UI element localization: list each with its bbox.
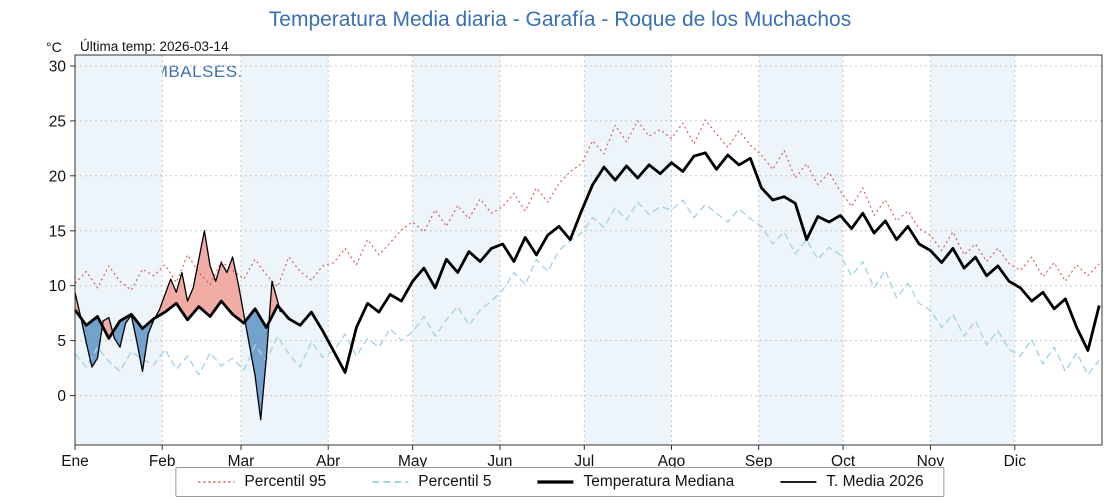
legend-line-percentil-5-icon	[372, 481, 409, 483]
y-axis-unit-label: °C	[46, 39, 62, 55]
y-tick-label: 0	[57, 388, 66, 405]
month-bands	[75, 55, 1015, 445]
y-tick-label: 15	[49, 223, 66, 240]
legend: Percentil 95 Percentil 5 Temperatura Med…	[175, 467, 945, 497]
legend-item-mediana: Temperatura Mediana	[535, 473, 734, 491]
x-tick-label: Jun	[487, 453, 512, 470]
legend-item-percentil-5: Percentil 5	[370, 473, 491, 491]
x-tick-label: Oct	[831, 453, 856, 470]
last-temp-annotation: Última temp: 2026-03-14	[80, 39, 229, 54]
legend-item-percentil-95: Percentil 95	[196, 473, 326, 491]
x-tick-label: Ago	[658, 453, 686, 470]
x-tick-label: Sep	[745, 453, 773, 470]
series-p95-line	[74, 119, 1100, 291]
y-tick-label: 30	[49, 59, 67, 76]
series-t2026-line	[74, 230, 282, 421]
legend-label-percentil-95: Percentil 95	[244, 473, 327, 490]
legend-item-t-media-2026: T. Media 2026	[778, 473, 924, 491]
x-tick-label: Dic	[1004, 453, 1027, 470]
x-tick-label: Abr	[316, 453, 340, 470]
y-tick-label: 5	[57, 333, 66, 350]
y-tick-label: 20	[49, 168, 67, 185]
x-tick-label: Ene	[61, 453, 89, 470]
legend-line-t-media-2026-icon	[780, 481, 817, 483]
legend-label-mediana: Temperatura Mediana	[583, 473, 735, 490]
y-tick-label: 10	[49, 278, 67, 295]
legend-label-t-media-2026: T. Media 2026	[826, 473, 924, 490]
series-p5-line	[74, 199, 1100, 376]
x-tick-label: Feb	[149, 453, 176, 470]
legend-line-percentil-95-icon	[198, 481, 235, 483]
y-tick-label: 25	[49, 113, 66, 130]
x-tick-label: Nov	[917, 453, 945, 470]
gridlines	[75, 55, 1102, 445]
legend-label-percentil-5: Percentil 5	[418, 473, 492, 490]
x-tick-label: May	[398, 453, 428, 470]
legend-line-mediana-icon	[537, 480, 574, 484]
axes: 0 5 10 15 20 25 30 Ene Feb Mar Abr May Jun Jul Ago Sep O…	[49, 54, 1103, 470]
x-tick-label: Jul	[574, 453, 594, 470]
series-lines	[73, 119, 1101, 421]
x-tick-label: Mar	[228, 453, 255, 470]
series-median-line	[73, 151, 1101, 374]
chart-title: Temperatura Media diaria - Garafía - Roq…	[268, 8, 852, 31]
